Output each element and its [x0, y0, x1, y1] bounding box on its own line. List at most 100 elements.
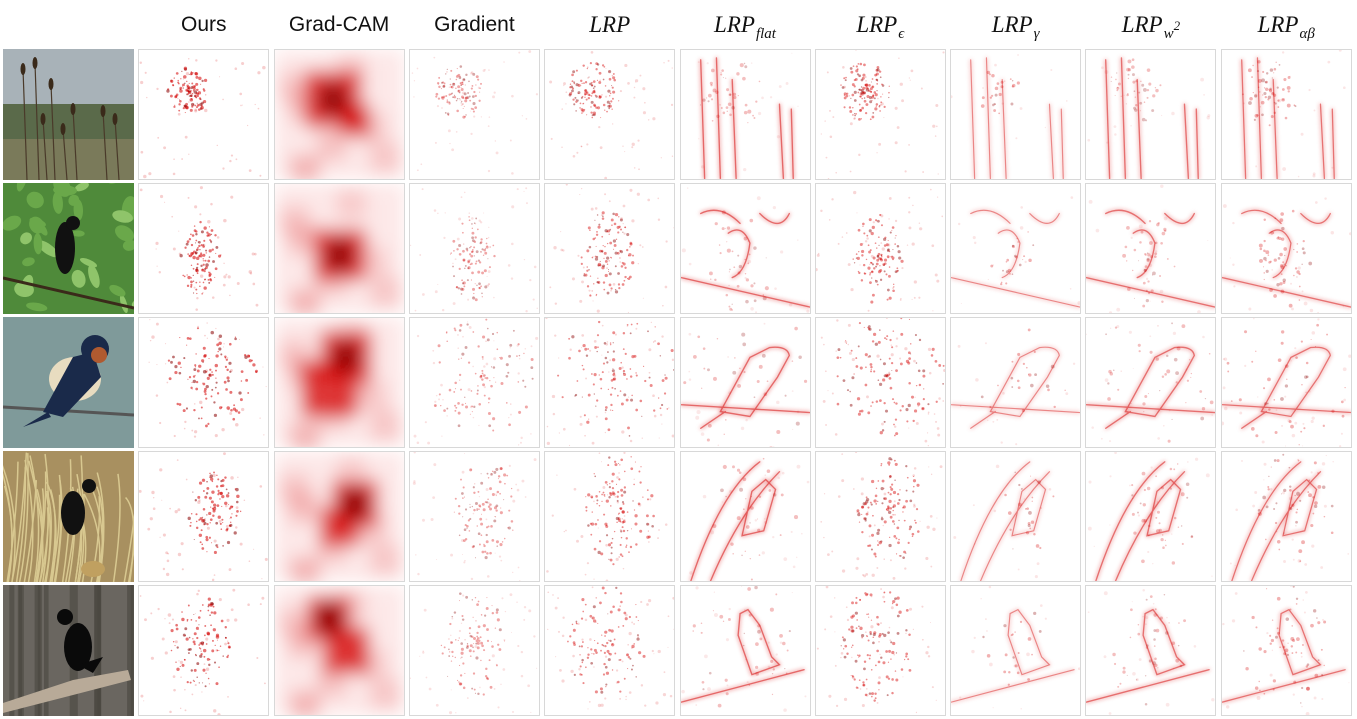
heatmap-graphic — [409, 187, 538, 313]
heatmap-graphic — [274, 452, 404, 581]
column-header-text: LRP — [856, 12, 898, 37]
heatmap-grackle-lrp-alphabeta — [1220, 451, 1352, 582]
heatmap-graphic — [148, 319, 267, 438]
column-header-text: Ours — [181, 13, 227, 36]
heatmap-graphic — [1221, 318, 1351, 447]
column-header-text: Gradient — [434, 13, 515, 36]
heatmap-cattails-lrp-epsilon — [814, 49, 946, 180]
heatmap-crow-lrp-flat — [679, 585, 811, 716]
heatmap-cattails-ours — [138, 49, 270, 180]
column-header-lrp-epsilon: LRPϵ — [815, 8, 946, 42]
heatmap-graphic — [413, 318, 539, 446]
heatmap-grackle-lrp-flat — [679, 451, 811, 582]
input-image-cattails — [3, 49, 134, 180]
heatmap-graphic — [816, 586, 937, 714]
heatmap-graphic — [139, 452, 269, 581]
column-header-text: LRP — [589, 12, 631, 37]
heatmap-grackle-gradcam — [273, 451, 405, 582]
input-image-blackbird-leaves — [3, 183, 134, 314]
heatmap-crow-gradcam — [273, 585, 405, 716]
heatmap-grackle-ours — [138, 451, 270, 582]
heatmap-cattails-lrp-alphabeta — [1220, 49, 1352, 180]
heatmap-graphic — [951, 54, 1068, 179]
heatmap-graphic — [412, 452, 537, 581]
heatmap-graphic — [1087, 57, 1211, 179]
heatmap-graphic — [680, 322, 810, 447]
heatmap-blackbird-leaves-ours — [138, 183, 270, 314]
heatmap-graphic — [680, 586, 807, 712]
heatmap-swallow-lrp — [544, 317, 676, 448]
column-header-subscript: γ — [1033, 26, 1040, 42]
column-header-subscript: ϵ — [898, 26, 905, 42]
column-header-lrp-flat: LRPflat — [680, 8, 811, 42]
heatmap-swallow-lrp-flat — [679, 317, 811, 448]
heatmap-graphic — [1086, 588, 1215, 715]
column-header-text: LRP — [714, 12, 755, 37]
heatmap-grackle-gradient — [408, 451, 540, 582]
heatmap-graphic — [1086, 184, 1216, 313]
photo-graphic — [3, 183, 134, 314]
heatmap-graphic — [1086, 322, 1216, 443]
heatmap-grackle-lrp-w2 — [1085, 451, 1217, 582]
heatmap-blackbird-leaves-gradient — [408, 183, 540, 314]
heatmap-graphic — [274, 318, 404, 447]
heatmap-graphic — [680, 187, 810, 313]
column-header-lrp-w2: LRPw2 — [1085, 8, 1216, 42]
heatmap-swallow-ours — [138, 317, 270, 448]
heatmap-crow-lrp-w2 — [1085, 585, 1217, 716]
heatmap-graphic — [815, 188, 943, 312]
heatmap-graphic — [274, 50, 404, 179]
column-header-subscript: flat — [755, 26, 776, 42]
heatmap-swallow-lrp-w2 — [1085, 317, 1217, 448]
heatmap-blackbird-leaves-gradcam — [273, 183, 405, 314]
heatmap-graphic — [411, 50, 538, 175]
heatmap-graphic — [546, 452, 668, 581]
heatmap-graphic — [820, 318, 945, 447]
heatmap-crow-lrp-epsilon — [814, 585, 946, 716]
heatmap-swallow-gradcam — [273, 317, 405, 448]
column-header-text: LRP — [991, 12, 1033, 37]
column-header-text: Grad-CAM — [288, 13, 390, 36]
heatmap-graphic — [953, 461, 1055, 581]
heatmap-swallow-lrp-epsilon — [814, 317, 946, 448]
column-header-subscript: w2 — [1163, 18, 1181, 42]
column-header-gradient: Gradient — [409, 8, 540, 42]
heatmap-graphic — [697, 52, 799, 179]
heatmap-graphic — [547, 586, 675, 710]
heatmap-graphic — [549, 184, 675, 313]
heatmap-blackbird-leaves-lrp — [544, 183, 676, 314]
heatmap-cattails-gradcam — [273, 49, 405, 180]
heatmap-graphic — [139, 57, 266, 179]
heatmap-graphic — [1229, 453, 1349, 581]
heatmap-swallow-lrp-alphabeta — [1220, 317, 1352, 448]
heatmap-swallow-lrp-gamma — [950, 317, 1082, 448]
heatmap-crow-gradient — [408, 585, 540, 716]
column-header-lrp-gamma: LRPγ — [950, 8, 1081, 42]
heatmap-cattails-lrp — [544, 49, 676, 180]
heatmap-blackbird-leaves-lrp-epsilon — [814, 183, 946, 314]
heatmap-grackle-lrp — [544, 451, 676, 582]
column-header-text: LRP — [1257, 12, 1299, 37]
heatmap-grackle-lrp-epsilon — [814, 451, 946, 582]
input-image-crow — [3, 585, 134, 716]
heatmap-graphic — [409, 592, 538, 715]
photo-graphic — [3, 451, 134, 582]
heatmap-blackbird-leaves-lrp-w2 — [1085, 183, 1217, 314]
input-image-grackle — [3, 451, 134, 582]
heatmap-blackbird-leaves-lrp-gamma — [950, 183, 1082, 314]
heatmap-graphic — [549, 51, 674, 179]
heatmap-graphic — [1221, 197, 1351, 313]
photo-graphic — [3, 585, 134, 716]
heatmap-graphic — [274, 586, 404, 715]
heatmap-graphic — [951, 328, 1081, 446]
heatmap-blackbird-leaves-lrp-alphabeta — [1220, 183, 1352, 314]
heatmap-cattails-lrp-w2 — [1085, 49, 1217, 180]
heatmap-graphic — [820, 452, 943, 580]
photo-graphic — [3, 49, 134, 180]
heatmap-graphic — [1221, 586, 1350, 715]
heatmap-graphic — [951, 196, 1081, 308]
heatmap-cattails-lrp-gamma — [950, 49, 1082, 180]
column-header-superscript: 2 — [1173, 18, 1181, 33]
heatmap-crow-lrp-alphabeta — [1220, 585, 1352, 716]
